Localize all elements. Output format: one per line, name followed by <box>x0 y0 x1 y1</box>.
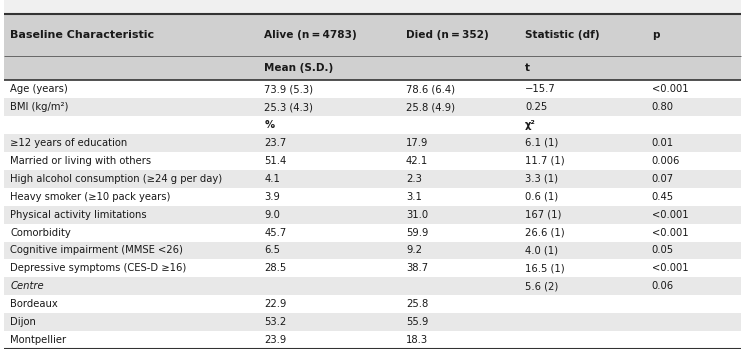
Bar <box>4 206 741 224</box>
Text: 25.8 (4.9): 25.8 (4.9) <box>406 102 455 112</box>
Text: Heavy smoker (≥10 pack years): Heavy smoker (≥10 pack years) <box>10 192 171 202</box>
Text: Baseline Characteristic: Baseline Characteristic <box>10 30 154 40</box>
Text: Mean (S.D.): Mean (S.D.) <box>264 63 334 73</box>
Text: ≥12 years of education: ≥12 years of education <box>10 138 127 148</box>
Bar <box>4 224 741 242</box>
Text: 42.1: 42.1 <box>406 156 428 166</box>
Text: Physical activity limitations: Physical activity limitations <box>10 210 147 220</box>
Text: Montpellier: Montpellier <box>10 335 66 345</box>
Bar <box>4 134 741 152</box>
Text: 51.4: 51.4 <box>264 156 287 166</box>
Text: Alive (n = 4783): Alive (n = 4783) <box>264 30 357 40</box>
Text: 9.2: 9.2 <box>406 245 422 255</box>
Text: <0.001: <0.001 <box>652 84 688 94</box>
Text: p: p <box>652 30 659 40</box>
Text: 31.0: 31.0 <box>406 210 428 220</box>
Text: 17.9: 17.9 <box>406 138 428 148</box>
Bar <box>4 242 741 259</box>
Text: 38.7: 38.7 <box>406 263 428 273</box>
Text: <0.001: <0.001 <box>652 263 688 273</box>
Bar <box>4 14 741 56</box>
Text: 28.5: 28.5 <box>264 263 287 273</box>
Text: 0.05: 0.05 <box>652 245 674 255</box>
Bar <box>4 116 741 134</box>
Text: 22.9: 22.9 <box>264 299 287 309</box>
Text: 4.0 (1): 4.0 (1) <box>525 245 558 255</box>
Text: −15.7: −15.7 <box>525 84 556 94</box>
Text: 0.07: 0.07 <box>652 174 674 184</box>
Text: 5.6 (2): 5.6 (2) <box>525 281 559 291</box>
Text: Centre: Centre <box>10 281 44 291</box>
Text: 18.3: 18.3 <box>406 335 428 345</box>
Text: 0.45: 0.45 <box>652 192 674 202</box>
Text: Cognitive impairment (MMSE <26): Cognitive impairment (MMSE <26) <box>10 245 183 255</box>
Bar <box>4 188 741 206</box>
Text: Statistic (df): Statistic (df) <box>525 30 600 40</box>
Text: Dijon: Dijon <box>10 317 37 327</box>
Text: 0.6 (1): 0.6 (1) <box>525 192 558 202</box>
Text: 78.6 (6.4): 78.6 (6.4) <box>406 84 455 94</box>
Text: 167 (1): 167 (1) <box>525 210 562 220</box>
Text: Comorbidity: Comorbidity <box>10 228 72 238</box>
Bar <box>4 313 741 331</box>
Text: 9.0: 9.0 <box>264 210 280 220</box>
Text: 73.9 (5.3): 73.9 (5.3) <box>264 84 314 94</box>
Text: 6.1 (1): 6.1 (1) <box>525 138 559 148</box>
Text: 25.3 (4.3): 25.3 (4.3) <box>264 102 314 112</box>
Text: 3.9: 3.9 <box>264 192 280 202</box>
Text: 0.80: 0.80 <box>652 102 674 112</box>
Bar <box>4 152 741 170</box>
Bar <box>4 331 741 349</box>
Text: 23.7: 23.7 <box>264 138 287 148</box>
Text: BMI (kg/m²): BMI (kg/m²) <box>10 102 69 112</box>
Text: 3.3 (1): 3.3 (1) <box>525 174 558 184</box>
Text: 0.006: 0.006 <box>652 156 680 166</box>
Text: 25.8: 25.8 <box>406 299 428 309</box>
Text: 11.7 (1): 11.7 (1) <box>525 156 565 166</box>
Text: 53.2: 53.2 <box>264 317 287 327</box>
Text: 6.5: 6.5 <box>264 245 280 255</box>
Bar <box>4 170 741 188</box>
Text: 2.3: 2.3 <box>406 174 422 184</box>
Bar <box>4 80 741 98</box>
Text: %: % <box>264 120 275 130</box>
Text: Died (n = 352): Died (n = 352) <box>406 30 489 40</box>
Text: χ²: χ² <box>525 120 536 130</box>
Bar <box>4 277 741 295</box>
Text: 16.5 (1): 16.5 (1) <box>525 263 565 273</box>
Text: 0.01: 0.01 <box>652 138 674 148</box>
Bar <box>4 0 741 14</box>
Text: 55.9: 55.9 <box>406 317 428 327</box>
Text: <0.001: <0.001 <box>652 210 688 220</box>
Text: 4.1: 4.1 <box>264 174 280 184</box>
Text: Age (years): Age (years) <box>10 84 69 94</box>
Bar <box>4 56 741 80</box>
Text: 26.6 (1): 26.6 (1) <box>525 228 565 238</box>
Text: High alcohol consumption (≥24 g per day): High alcohol consumption (≥24 g per day) <box>10 174 223 184</box>
Text: 0.25: 0.25 <box>525 102 548 112</box>
Bar <box>4 295 741 313</box>
Bar <box>4 98 741 116</box>
Text: 3.1: 3.1 <box>406 192 422 202</box>
Text: Bordeaux: Bordeaux <box>10 299 58 309</box>
Text: 45.7: 45.7 <box>264 228 287 238</box>
Text: 23.9: 23.9 <box>264 335 287 345</box>
Text: 0.06: 0.06 <box>652 281 674 291</box>
Text: 59.9: 59.9 <box>406 228 428 238</box>
Text: t: t <box>525 63 530 73</box>
Text: <0.001: <0.001 <box>652 228 688 238</box>
Text: Married or living with others: Married or living with others <box>10 156 151 166</box>
Text: Depressive symptoms (CES-D ≥16): Depressive symptoms (CES-D ≥16) <box>10 263 187 273</box>
Bar <box>4 259 741 277</box>
